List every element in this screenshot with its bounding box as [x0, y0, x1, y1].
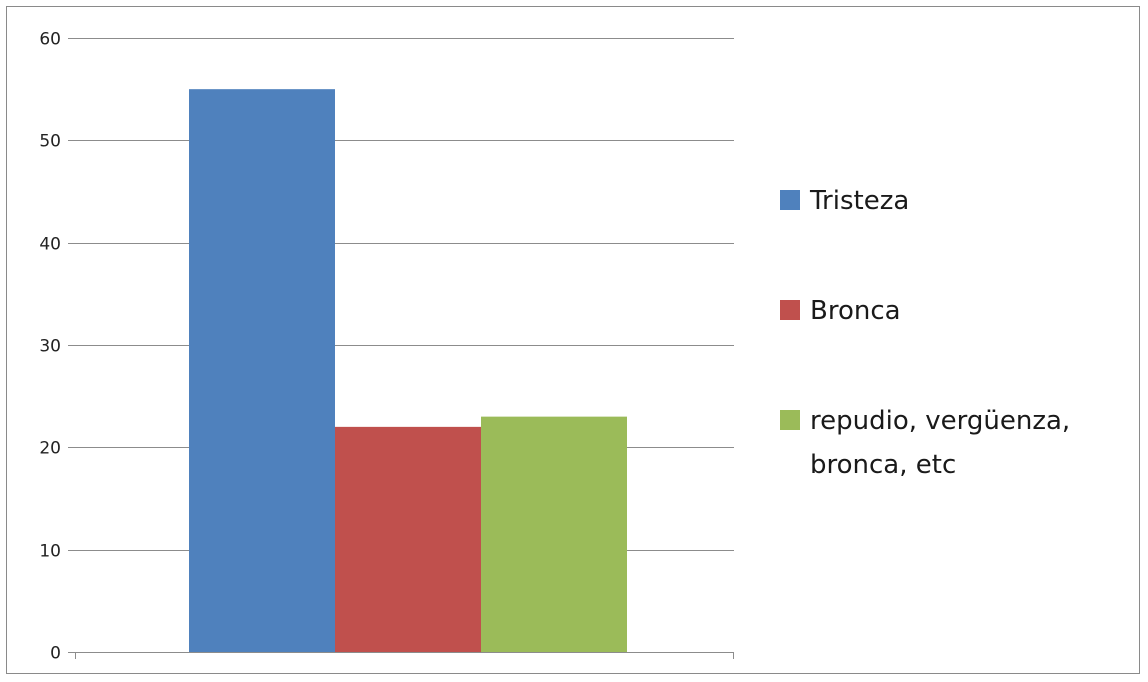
y-tick-label-40: 40	[39, 235, 61, 255]
legend-item-bronca: Bronca	[780, 296, 901, 326]
y-tick-label-20: 20	[39, 439, 61, 459]
y-tick-label-30: 30	[39, 337, 61, 357]
legend: Tristeza Bronca repudio, vergüenza, bronca,…	[780, 186, 1070, 480]
bar-bronca	[335, 426, 481, 652]
y-tick-label-0: 0	[50, 644, 61, 664]
bars	[189, 89, 627, 652]
y-tick-label-10: 10	[39, 542, 61, 562]
y-tick-label-60: 60	[39, 30, 61, 50]
legend-swatch	[780, 410, 800, 430]
legend-item-tristeza: Tristeza	[780, 186, 909, 216]
legend-label: bronca, etc	[810, 450, 956, 480]
legend-label: Tristeza	[809, 186, 909, 216]
bar-tristeza	[189, 89, 335, 652]
y-axis-ticks: 0 10 20 30 40 50 60	[39, 30, 61, 664]
legend-item-repudio: repudio, vergüenza, bronca, etc	[780, 406, 1070, 480]
y-tick-label-50: 50	[39, 132, 61, 152]
bar-repudio	[481, 416, 627, 652]
x-axis	[75, 652, 734, 659]
legend-swatch	[780, 190, 800, 210]
legend-swatch	[780, 300, 800, 320]
legend-label: Bronca	[810, 296, 901, 326]
legend-label: repudio, vergüenza,	[810, 406, 1070, 436]
